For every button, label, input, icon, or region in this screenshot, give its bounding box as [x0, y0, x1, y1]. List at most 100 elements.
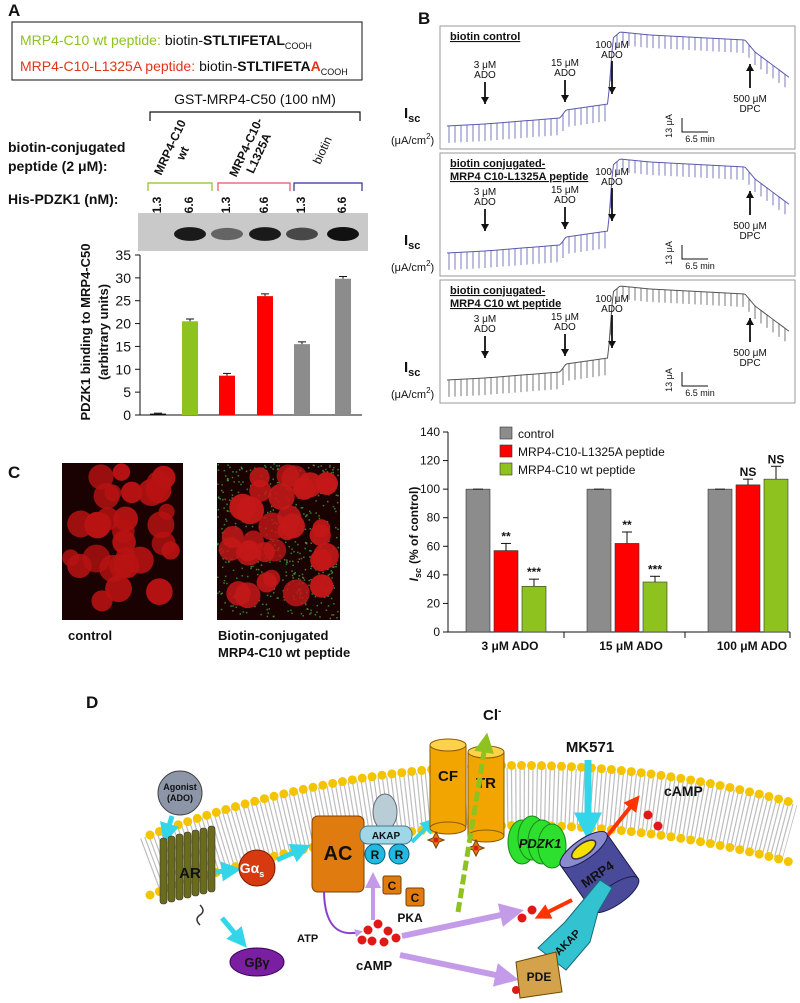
x-tick-label: 15 μM ADO [599, 639, 663, 653]
green-speckle [272, 509, 275, 511]
cftr-barrel [429, 744, 467, 829]
group-bracket [147, 182, 213, 191]
green-speckle [310, 578, 312, 581]
trace-box [439, 152, 796, 277]
arrow [534, 898, 573, 919]
ar-helix [175, 833, 184, 901]
green-speckle [232, 569, 235, 572]
nucleus [109, 553, 134, 579]
ar-helix [191, 829, 200, 897]
green-speckle [312, 464, 315, 466]
green-speckle [242, 611, 245, 613]
green-speckle [228, 560, 230, 563]
green-speckle [291, 612, 293, 615]
blot-band [211, 227, 243, 241]
green-speckle [247, 575, 249, 578]
green-speckle [250, 567, 252, 570]
green-speckle [325, 468, 327, 471]
bar [642, 581, 668, 633]
green-speckle [322, 469, 324, 472]
green-speckle [227, 477, 229, 480]
green-speckle [269, 595, 272, 598]
isc-label-part: sc [408, 367, 420, 379]
camp-molecule [643, 810, 653, 820]
x-tick-label: 6.6 [257, 196, 271, 213]
green-speckle [226, 503, 228, 506]
legend-label: MRP4-C10 wt peptide [518, 463, 636, 477]
arrow-head [481, 97, 489, 104]
green-speckle [217, 592, 219, 595]
pde [515, 951, 563, 999]
arrow-head [561, 95, 569, 102]
x-tick-label: 6.6 [335, 196, 349, 213]
significance-label: NS [740, 465, 757, 479]
group-label: wt [173, 144, 192, 163]
y-tick-label: 60 [427, 539, 441, 553]
label: cAMP [356, 958, 392, 973]
y-axis-label: (arbitrary units) [96, 284, 111, 380]
group-label: biotin [310, 134, 335, 166]
green-speckle [266, 594, 269, 597]
green-speckle [222, 558, 224, 560]
green-speckle [304, 602, 307, 604]
green-speckle [227, 464, 229, 466]
green-speckle [225, 561, 227, 563]
green-speckle [300, 613, 303, 615]
green-speckle [326, 500, 329, 503]
green-speckle [293, 550, 295, 553]
green-speckle [268, 608, 271, 610]
arrow-head [608, 214, 616, 221]
green-speckle [251, 525, 254, 528]
g-alpha-label-part: Gα [240, 860, 260, 876]
green-speckle [217, 542, 219, 545]
green-speckle [269, 483, 272, 485]
nucleus [82, 544, 111, 573]
nucleus [218, 537, 243, 561]
trace-title: biotin control [450, 31, 520, 43]
label: AKAP [372, 831, 401, 842]
green-speckle [330, 472, 333, 474]
y-tick-label: 100 [420, 482, 440, 496]
y-tick-label: 30 [115, 270, 131, 286]
green-speckle [278, 465, 280, 467]
chloride-label-part: - [498, 706, 501, 717]
green-speckle [269, 561, 271, 563]
green-speckle [314, 614, 317, 616]
y-tick-label: 120 [420, 454, 440, 468]
scale-label: 13 μA [664, 368, 674, 392]
green-speckle [238, 469, 241, 471]
ar-helix [183, 831, 192, 899]
green-speckle [335, 565, 337, 568]
green-speckle [245, 470, 248, 473]
annotation: ADO [554, 195, 576, 206]
peptide-line-part: COOH [321, 67, 348, 77]
green-speckle [240, 466, 243, 469]
green-speckle [310, 567, 312, 570]
green-speckle [273, 463, 275, 465]
green-speckle [304, 528, 307, 531]
green-speckle [295, 503, 298, 506]
unit-label-part: 2 [426, 386, 431, 395]
green-speckle [228, 499, 231, 501]
panel-label: D [86, 693, 98, 712]
arrow [220, 916, 247, 948]
annotation: ADO [601, 304, 623, 315]
arrow [215, 861, 242, 882]
g-beta-gamma [229, 947, 285, 977]
green-speckle [217, 508, 220, 511]
green-speckle [245, 611, 248, 614]
y-tick-label: 0 [433, 625, 440, 639]
green-speckle [223, 469, 226, 472]
green-speckle [257, 568, 260, 571]
green-speckle [260, 564, 263, 566]
green-speckle [320, 465, 322, 467]
green-speckle [318, 572, 320, 575]
green-speckle [276, 465, 278, 467]
green-speckle [269, 510, 272, 513]
annotation: 15 μM [551, 185, 579, 196]
green-speckle [308, 510, 311, 513]
y-axis-label: Isc (% of control) [407, 487, 423, 582]
conversion-arrow [323, 891, 363, 938]
annotation: 3 μM [474, 187, 496, 198]
